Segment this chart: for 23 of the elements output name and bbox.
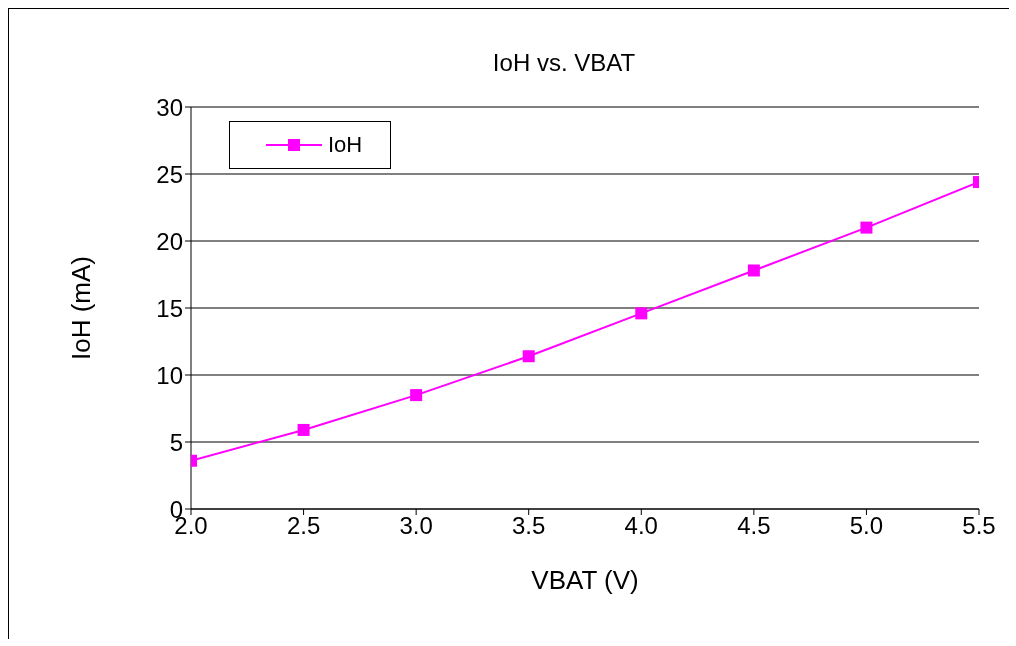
x-tick-label: 3.0 xyxy=(399,512,433,540)
legend-label: IoH xyxy=(328,132,363,158)
point xyxy=(635,307,648,320)
y-tick-label: 5 xyxy=(169,428,183,456)
x-axis-title: VBAT (V) xyxy=(531,565,639,595)
point xyxy=(297,423,310,436)
y-tick-label: 30 xyxy=(156,93,183,121)
x-tick-label: 2.5 xyxy=(286,512,321,540)
y-tick-label: 20 xyxy=(156,227,183,255)
point xyxy=(410,389,423,402)
point xyxy=(860,221,873,234)
x-tick-label: 5.5 xyxy=(962,512,996,540)
x-tick-label: 4.0 xyxy=(624,512,658,540)
point xyxy=(522,350,535,363)
x-tick-label: 3.5 xyxy=(512,512,546,540)
y-tick-label: 25 xyxy=(156,160,183,188)
chart-title: IoH vs. VBAT xyxy=(491,49,637,77)
x-tick-label: 4.5 xyxy=(737,512,771,540)
y-tick-label: 15 xyxy=(156,294,183,322)
point xyxy=(747,264,760,277)
x-tick-label: 5.0 xyxy=(849,512,884,540)
y-axis-title: IoH (mA) xyxy=(66,256,97,360)
y-tick-label: 10 xyxy=(156,361,183,389)
